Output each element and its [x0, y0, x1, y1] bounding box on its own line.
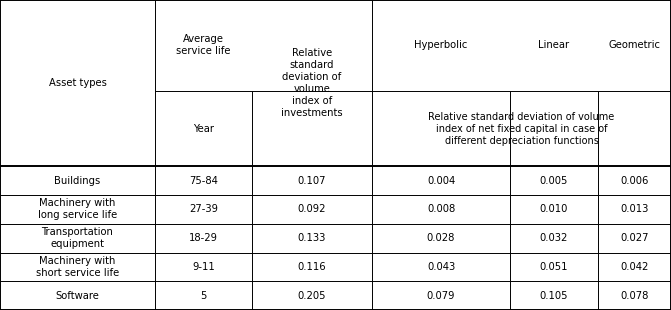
Text: 0.028: 0.028: [427, 233, 455, 243]
Text: 27-39: 27-39: [189, 204, 218, 215]
Text: Relative
standard
deviation of
volume
index of
investments: Relative standard deviation of volume in…: [281, 48, 343, 118]
Text: 18-29: 18-29: [189, 233, 218, 243]
Text: 0.010: 0.010: [539, 204, 568, 215]
Text: 5: 5: [201, 291, 207, 301]
Text: Average
service life: Average service life: [176, 34, 231, 56]
Text: 75-84: 75-84: [189, 176, 218, 186]
Text: Year: Year: [193, 124, 214, 134]
Text: 0.105: 0.105: [539, 291, 568, 301]
Text: Relative standard deviation of volume
index of net fixed capital in case of
diff: Relative standard deviation of volume in…: [428, 112, 615, 145]
Text: 0.205: 0.205: [298, 291, 326, 301]
Text: Software: Software: [56, 291, 99, 301]
Text: 0.116: 0.116: [298, 262, 326, 272]
Text: 0.133: 0.133: [298, 233, 326, 243]
Text: 0.013: 0.013: [620, 204, 649, 215]
Text: 0.042: 0.042: [620, 262, 649, 272]
Text: 0.032: 0.032: [539, 233, 568, 243]
Text: Hyperbolic: Hyperbolic: [414, 40, 468, 50]
Text: 0.107: 0.107: [298, 176, 326, 186]
Text: Geometric: Geometric: [609, 40, 660, 50]
Text: Buildings: Buildings: [54, 176, 101, 186]
Text: 0.027: 0.027: [620, 233, 649, 243]
Text: 0.004: 0.004: [427, 176, 455, 186]
Text: 0.006: 0.006: [620, 176, 649, 186]
Text: 0.005: 0.005: [539, 176, 568, 186]
Text: 9-11: 9-11: [192, 262, 215, 272]
Text: Linear: Linear: [538, 40, 570, 50]
Text: 0.078: 0.078: [620, 291, 649, 301]
Text: Asset types: Asset types: [48, 78, 107, 88]
Text: 0.008: 0.008: [427, 204, 455, 215]
Text: 0.079: 0.079: [427, 291, 455, 301]
Text: Transportation
equipment: Transportation equipment: [42, 227, 113, 249]
Text: Machinery with
long service life: Machinery with long service life: [38, 198, 117, 220]
Text: 0.051: 0.051: [539, 262, 568, 272]
Text: 0.043: 0.043: [427, 262, 455, 272]
Text: 0.092: 0.092: [298, 204, 326, 215]
Text: Machinery with
short service life: Machinery with short service life: [36, 256, 119, 278]
